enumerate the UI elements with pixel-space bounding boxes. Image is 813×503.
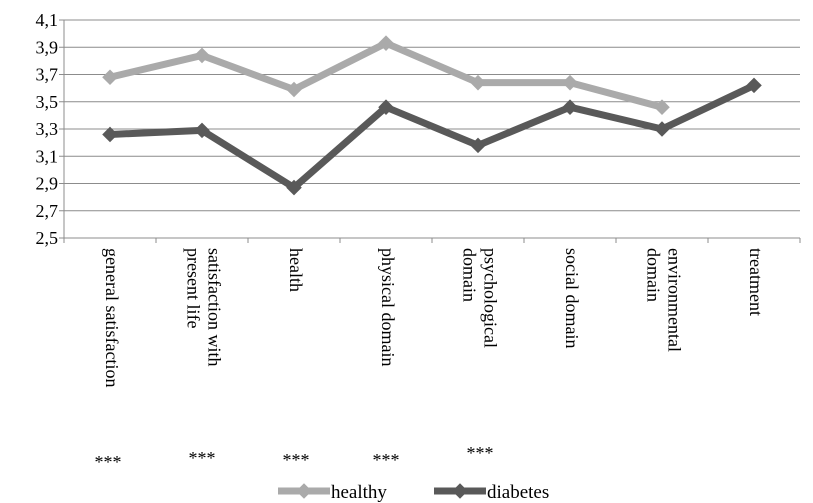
legend-item-healthy: healthy bbox=[278, 482, 387, 503]
y-axis-tick-labels: 2,5 2,7 2,9 3,1 3,3 3,5 3,7 3,9 4,1 bbox=[36, 10, 59, 248]
axes bbox=[59, 19, 801, 243]
data-point bbox=[194, 122, 210, 139]
series-lines bbox=[102, 35, 762, 196]
data-point bbox=[286, 179, 302, 196]
significance-marker: *** bbox=[189, 448, 216, 468]
data-point bbox=[102, 69, 118, 86]
x-category-label: physical domain bbox=[378, 248, 398, 366]
x-category-label-line: treatment bbox=[746, 248, 766, 316]
x-category-label-line: general satisfaction bbox=[102, 248, 122, 387]
data-point bbox=[102, 126, 118, 143]
legend-label: diabetes bbox=[487, 482, 549, 503]
x-category-label-line: domain bbox=[643, 248, 663, 302]
x-category-label: social domain bbox=[562, 248, 582, 348]
legend-label: healthy bbox=[331, 482, 387, 503]
x-category-label-line: environmental bbox=[664, 248, 684, 352]
y-tick-label: 2,7 bbox=[36, 201, 59, 221]
y-tick-label: 2,5 bbox=[36, 228, 59, 248]
x-category-label-line: social domain bbox=[562, 248, 582, 348]
y-tick-label: 3,5 bbox=[36, 92, 59, 112]
y-tick-label: 3,9 bbox=[36, 37, 59, 57]
x-category-label-line: domain bbox=[459, 248, 479, 302]
x-category-label-line: psychological bbox=[480, 248, 500, 348]
y-tick-label: 4,1 bbox=[36, 10, 59, 30]
significance-marker: *** bbox=[283, 450, 310, 470]
y-tick-label: 3,1 bbox=[36, 146, 59, 166]
legend-swatch-marker bbox=[452, 483, 468, 499]
data-point bbox=[470, 137, 486, 154]
significance-marker: *** bbox=[95, 452, 122, 472]
legend: healthy diabetes bbox=[278, 482, 549, 503]
significance-marker: *** bbox=[373, 450, 400, 470]
x-category-label: treatment bbox=[746, 248, 766, 316]
x-category-label: health bbox=[286, 248, 306, 292]
x-category-label-line: physical domain bbox=[378, 248, 398, 366]
significance-markers: *** *** *** *** *** bbox=[95, 443, 494, 472]
x-category-label: general satisfaction bbox=[102, 248, 122, 387]
significance-marker: *** bbox=[467, 443, 494, 463]
y-tick-label: 3,7 bbox=[36, 65, 59, 85]
legend-swatch-marker bbox=[296, 483, 312, 499]
y-tick-label: 3,3 bbox=[36, 119, 59, 139]
x-category-label-line: health bbox=[286, 248, 306, 292]
legend-item-diabetes: diabetes bbox=[434, 482, 549, 503]
data-point bbox=[194, 47, 210, 64]
data-point bbox=[562, 74, 578, 91]
x-category-label-line: satisfaction with bbox=[204, 248, 224, 366]
series-line bbox=[106, 81, 758, 192]
series-line bbox=[106, 39, 666, 111]
series-diabetes bbox=[102, 77, 762, 196]
y-tick-label: 2,9 bbox=[36, 174, 59, 194]
x-axis-category-labels: general satisfaction satisfaction withpre… bbox=[102, 248, 766, 387]
x-category-label-line: present life bbox=[183, 248, 203, 328]
